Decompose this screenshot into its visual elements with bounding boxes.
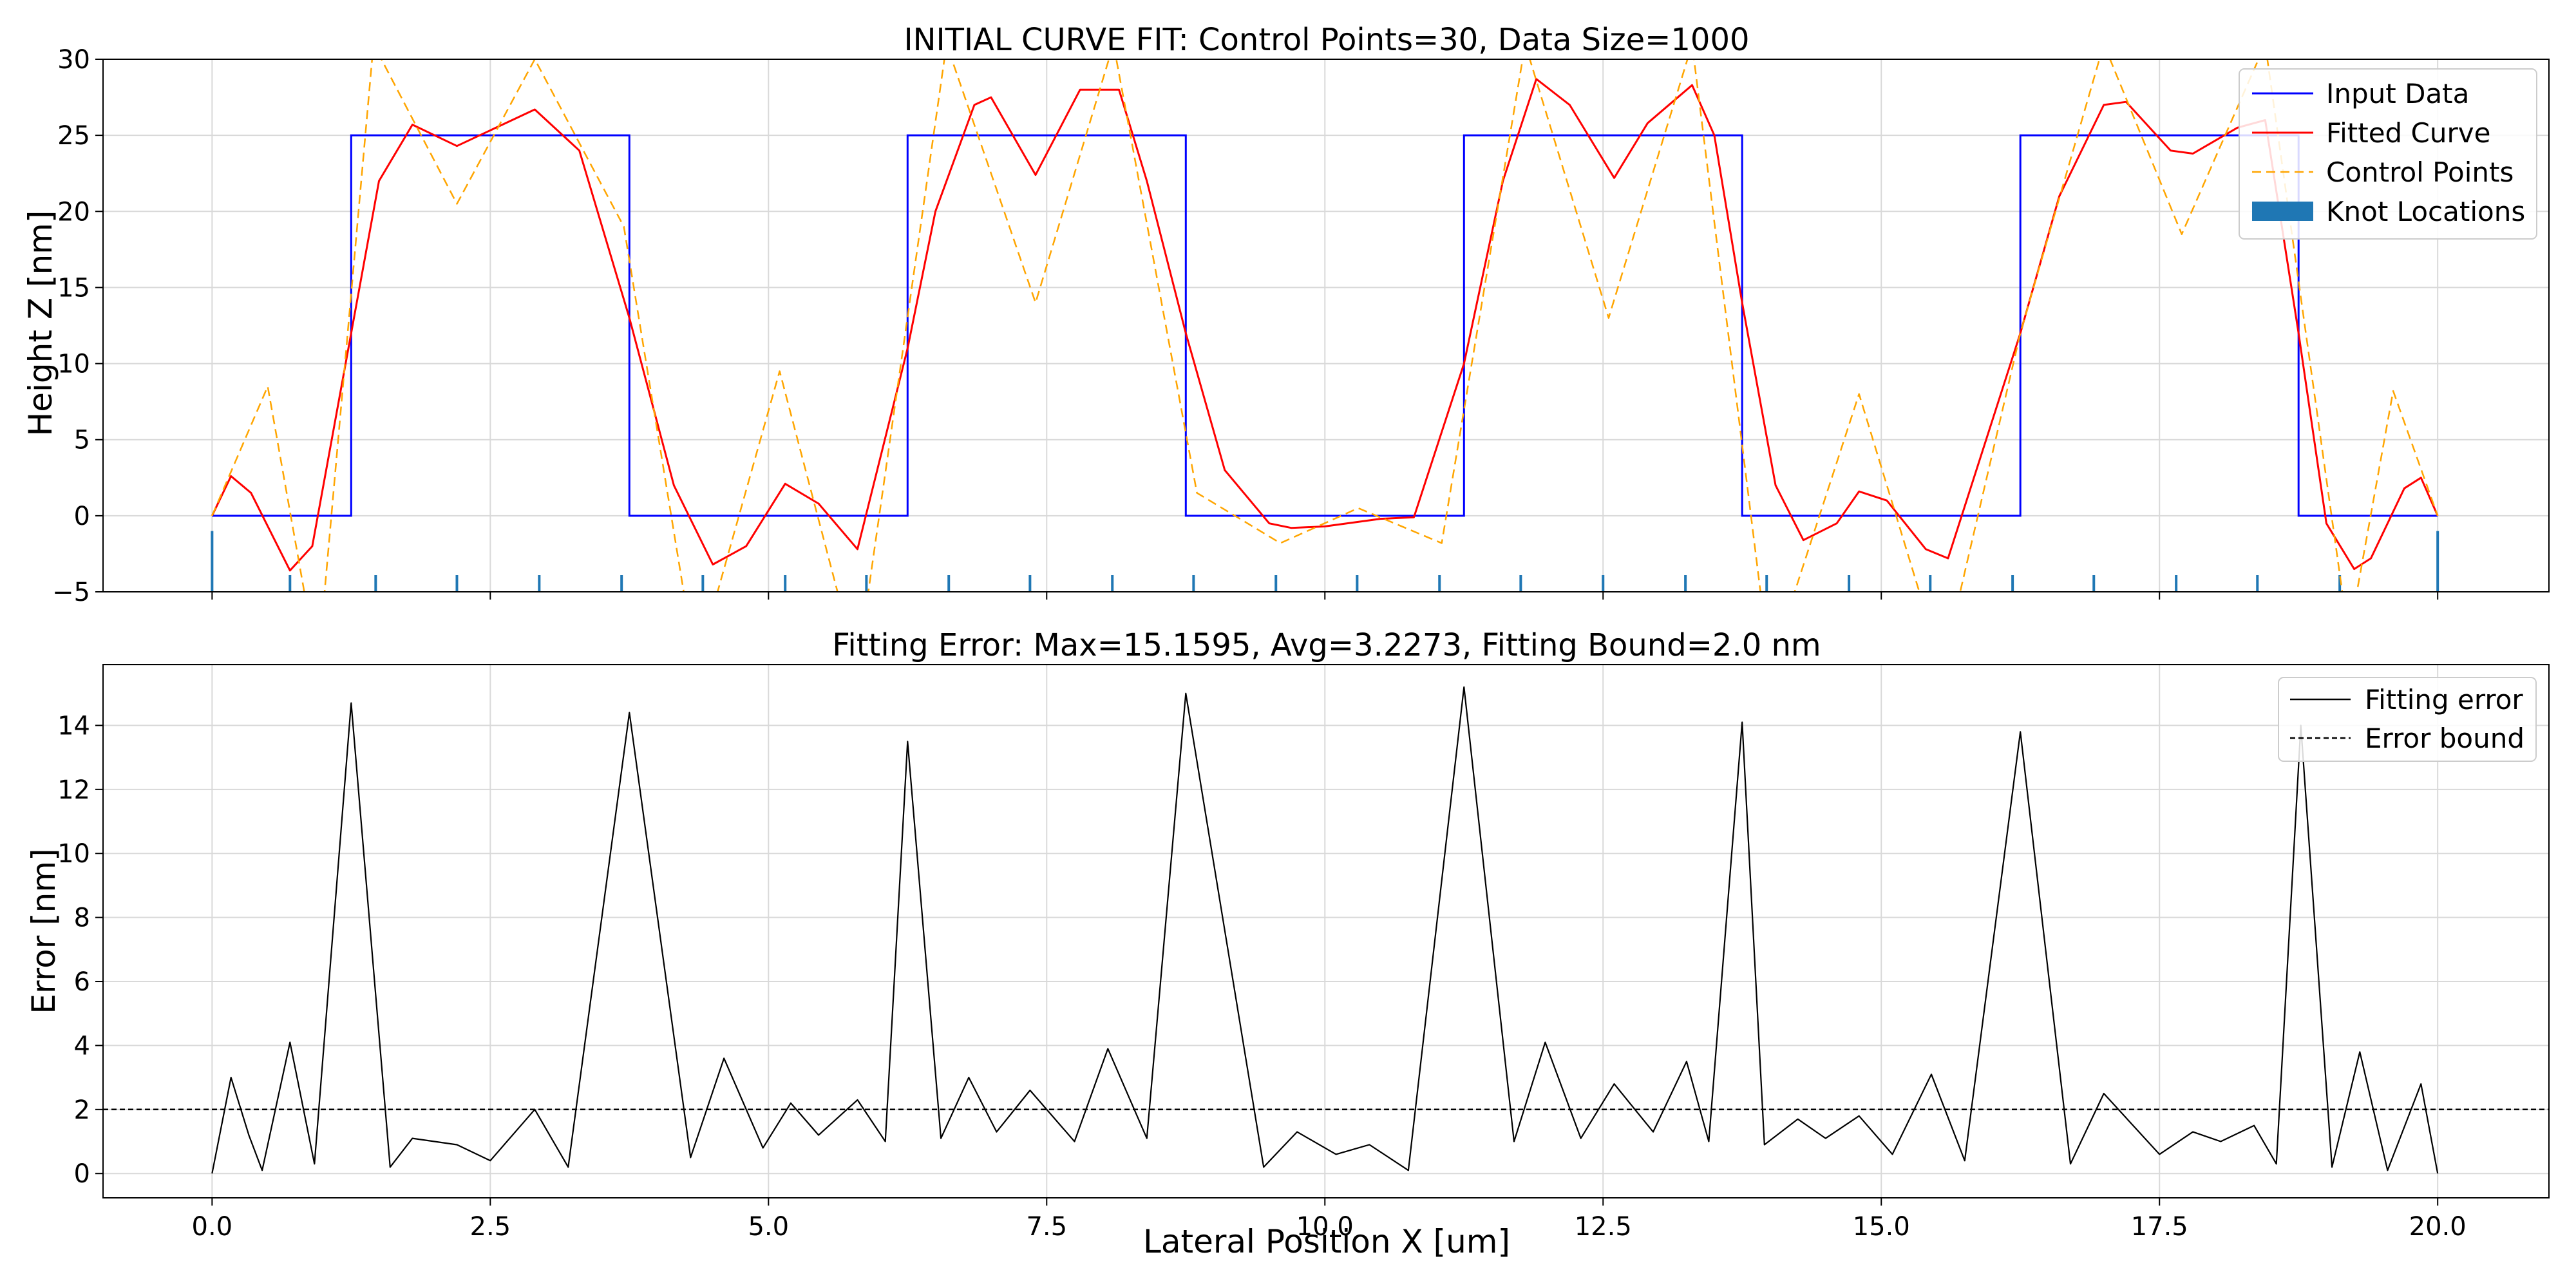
x-tick-label: 15.0 (1853, 1212, 1910, 1242)
legend-input-data-label: Input Data (2326, 78, 2469, 109)
fitting-error-plot-area (103, 686, 2549, 1174)
y-tick-label: 12 (57, 775, 90, 805)
y-tick-label: 10 (57, 350, 90, 379)
control-points-series (211, 59, 2439, 592)
fitting-error-grid (103, 665, 2549, 1198)
x-tick-label: 10.0 (1296, 1212, 1354, 1242)
fitting-error-y-axis-label: Error [nm] (25, 848, 62, 1014)
legend-knot-locations-swatch (2252, 202, 2313, 221)
fitting-error-panel: Fitting Error: Max=15.1595, Avg=3.2273, … (25, 627, 2550, 1260)
y-tick-label: 25 (57, 121, 90, 151)
fitting-error-frame (102, 664, 2550, 1198)
x-tick-label: 0.0 (192, 1212, 233, 1242)
x-tick-label: 20.0 (2409, 1212, 2467, 1242)
y-tick-label: −5 (52, 578, 90, 607)
input-data-series (212, 134, 2438, 517)
curve-fit-frame (102, 59, 2550, 592)
y-tick-label: 8 (74, 904, 90, 933)
legend-fitted-curve-label: Fitted Curve (2326, 117, 2490, 149)
fitting-error-axis-ticks: 0.0 2.5 5.0 7.5 10.0 12.5 15.0 17.5 20.0 0 2 4 6 8 10 1… (57, 711, 2467, 1242)
legend-fitting-error-label: Fitting error (2365, 684, 2523, 715)
curve-fit-panel: INITIAL CURVE FIT: Control Points=30, Da… (22, 22, 2550, 607)
x-tick-label: 5.0 (748, 1212, 789, 1242)
y-tick-label: 20 (57, 197, 90, 227)
fitting-error-legend: Fitting error Error bound (2278, 677, 2537, 762)
curve-fit-title: INITIAL CURVE FIT: Control Points=30, Da… (904, 22, 1749, 58)
y-tick-label: 0 (74, 1159, 90, 1189)
curve-fit-legend: Input Data Fitted Curve Control Points K… (2239, 68, 2537, 240)
legend-knot-locations-label: Knot Locations (2326, 196, 2525, 227)
curve-fit-axis-ticks: −5 0 5 10 15 20 25 30 (52, 45, 2439, 607)
fitting-error-series (211, 686, 2439, 1174)
x-tick-label: 17.5 (2131, 1212, 2188, 1242)
legend-error-bound-label: Error bound (2365, 723, 2524, 754)
x-tick-label: 2.5 (470, 1212, 511, 1242)
x-axis-label: Lateral Position X [um] (1143, 1223, 1510, 1260)
legend-control-points-label: Control Points (2326, 156, 2514, 188)
y-tick-label: 0 (74, 502, 90, 531)
y-tick-label: 15 (57, 273, 90, 303)
curve-fit-y-axis-label: Height Z [nm] (22, 211, 59, 437)
x-tick-label: 7.5 (1026, 1212, 1067, 1242)
x-tick-label: 12.5 (1575, 1212, 1632, 1242)
y-tick-label: 6 (74, 967, 90, 997)
curve-fit-plot-area (211, 59, 2439, 592)
y-tick-label: 5 (74, 426, 90, 455)
y-tick-label: 14 (57, 711, 90, 741)
fitted-curve-series (211, 78, 2439, 572)
y-tick-label: 10 (57, 839, 90, 869)
fitting-error-title: Fitting Error: Max=15.1595, Avg=3.2273, … (832, 627, 1821, 663)
y-tick-label: 2 (74, 1095, 90, 1125)
y-tick-label: 30 (57, 45, 90, 75)
y-tick-label: 4 (74, 1031, 90, 1061)
